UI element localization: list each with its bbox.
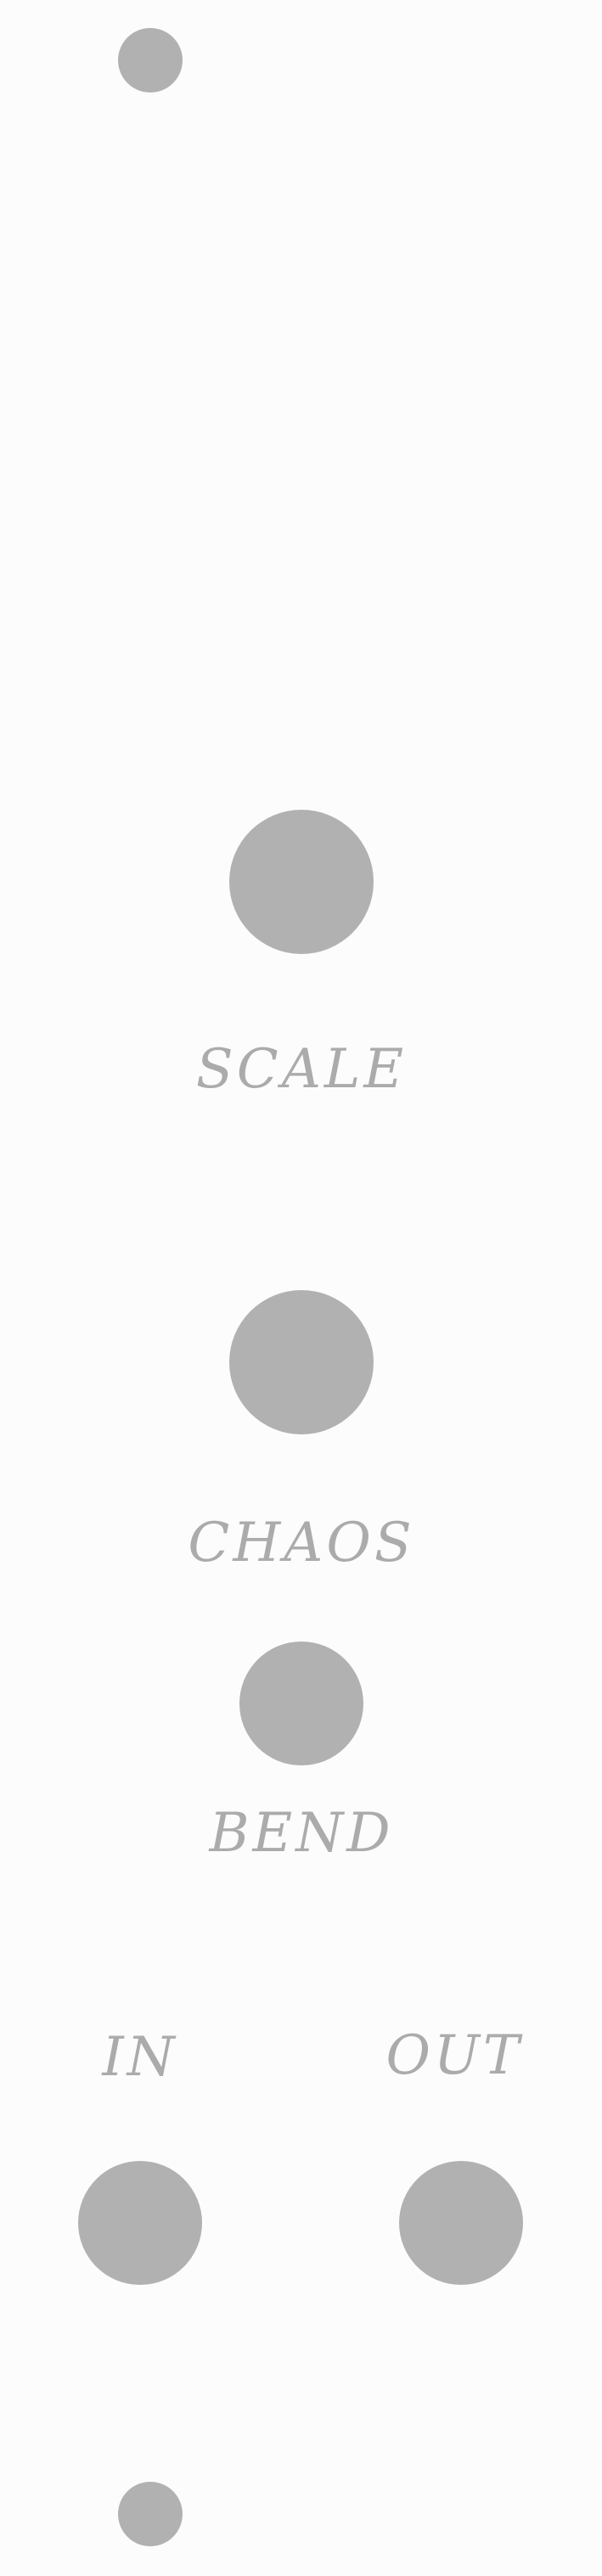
scale-label: SCALE [195,1038,408,1101]
output-jack-label: OUT [385,2024,523,2087]
top-mounting-screw [118,28,183,93]
input-jack-label: IN [102,2026,178,2089]
bottom-mounting-screw [118,2482,183,2546]
output-jack[interactable] [399,2161,523,2285]
scale-knob[interactable] [229,810,374,954]
chaos-knob[interactable] [229,1290,374,1434]
bend-knob[interactable] [239,1642,363,1765]
chaos-label: CHAOS [188,1512,415,1574]
bend-label: BEND [209,1802,394,1865]
input-jack[interactable] [78,2161,202,2285]
